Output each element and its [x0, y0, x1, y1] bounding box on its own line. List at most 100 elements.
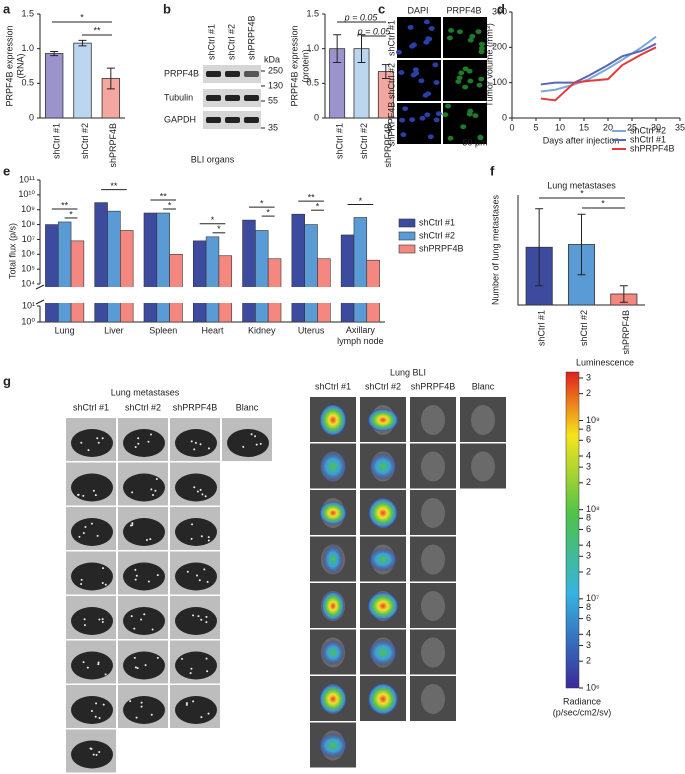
nucleus: [467, 37, 474, 43]
y-axis-label: PRPF4B expression: [289, 25, 299, 106]
chart-title: BLI organs: [191, 154, 235, 164]
y-tick-label: 10⁴: [21, 278, 35, 288]
blot-band: [225, 71, 240, 77]
y-tick-label: 10¹⁰: [18, 189, 35, 199]
y-tick-label: 1.5: [21, 8, 34, 18]
significance: *: [168, 200, 172, 210]
bli-signal: [368, 638, 398, 667]
lung-outline: [421, 591, 445, 621]
nucleus: [423, 39, 430, 45]
bli-signal: [367, 683, 399, 715]
lung: [123, 518, 165, 546]
metastasis: [135, 574, 138, 577]
metastasis: [193, 486, 196, 489]
x-tick-label: 15: [579, 122, 589, 132]
y-axis-label: (RNA): [15, 54, 25, 79]
bar: [205, 236, 220, 323]
significance: **: [93, 25, 101, 35]
metastasis: [95, 753, 98, 756]
x-tick-label: 10: [555, 122, 565, 132]
metastasis: [101, 437, 104, 440]
column-label: Blanc: [472, 381, 495, 391]
legend-label: shPRPF4B: [630, 143, 675, 153]
colorbar-tick-label: 4: [586, 450, 591, 460]
blot-band: [244, 117, 259, 123]
metastasis: [144, 664, 147, 667]
metastasis: [92, 489, 95, 492]
nucleus: [422, 92, 429, 98]
metastasis: [80, 578, 83, 581]
column-label: shCtrl #2: [365, 381, 401, 391]
bar: [340, 234, 355, 323]
metastasis: [137, 437, 140, 440]
metastasis: [101, 582, 104, 585]
colorbar-tick-label: 10⁷: [586, 593, 599, 603]
legend-label: shCtrl #2: [630, 125, 666, 135]
metastasis: [154, 489, 157, 492]
metastasis: [89, 747, 92, 750]
lung-outline: [421, 684, 445, 714]
lung-outline: [421, 498, 445, 528]
metastasis: [140, 701, 143, 704]
metastasis: [190, 440, 193, 443]
metastasis: [190, 537, 193, 540]
metastasis: [156, 656, 159, 659]
y-axis-label: Number of lung metastases: [490, 194, 500, 305]
x-tick-label: Spleen: [149, 325, 177, 335]
y-tick-label: 200: [492, 42, 507, 52]
nucleus: [435, 111, 442, 117]
y-tick-label: 1.0: [21, 43, 34, 53]
x-tick-label: shPRPF4B: [383, 123, 393, 168]
x-tick-label: shCtrl #2: [579, 310, 589, 346]
row-label: shPRPF4B: [386, 102, 396, 147]
row-label: shCtrl #1: [386, 20, 396, 56]
colorbar-tick-label: 6: [586, 524, 591, 534]
marker-label: 250: [268, 65, 283, 75]
x-tick-label: Lung: [55, 325, 75, 335]
bar: [192, 240, 207, 323]
colorbar-tick-label: 4: [586, 629, 591, 639]
nucleus: [418, 78, 425, 84]
protein-label: GAPDH: [164, 114, 196, 124]
y-tick-label: 0.5: [21, 78, 34, 88]
significance: *: [217, 224, 221, 234]
colorbar-tick-label: 3: [586, 372, 591, 382]
bli-signal: [367, 591, 399, 621]
y-tick-label: 300: [492, 6, 507, 16]
metastasis: [199, 443, 202, 446]
metastasis: [152, 493, 155, 496]
axis-break: [36, 287, 387, 303]
metastasis: [97, 663, 100, 666]
metastasis: [140, 705, 143, 708]
metastasis: [80, 441, 83, 444]
metastasis: [131, 523, 134, 526]
x-tick-label: shPRPF4B: [621, 310, 631, 355]
metastasis: [151, 628, 154, 631]
nucleus: [399, 117, 406, 123]
metastasis: [98, 717, 101, 720]
nucleus: [448, 28, 455, 33]
metastasis: [185, 702, 188, 705]
lung-outline: [421, 544, 445, 575]
protein-label: PRPF4B: [164, 68, 199, 78]
significance: **: [160, 191, 168, 201]
panel-label: c: [378, 1, 385, 16]
nucleus: [467, 78, 474, 84]
nucleus: [477, 135, 484, 141]
lung-outline: [421, 637, 445, 668]
lung-outline: [421, 405, 445, 435]
metastasis: [200, 716, 203, 719]
x-tick-label: shCtrl #1: [335, 123, 345, 159]
metastasis: [196, 490, 199, 493]
x-tick-label: shCtrl #1: [537, 310, 547, 346]
label-line: Axillary: [346, 325, 376, 335]
metastasis: [207, 539, 210, 542]
nucleus: [478, 45, 485, 51]
metastasis: [143, 613, 146, 616]
lung-outline: [421, 451, 445, 482]
metastasis: [84, 526, 87, 529]
metastasis: [145, 539, 148, 542]
bli-signal: [321, 591, 345, 621]
metastasis: [242, 445, 245, 448]
section-title: Lung metastases: [111, 387, 180, 397]
